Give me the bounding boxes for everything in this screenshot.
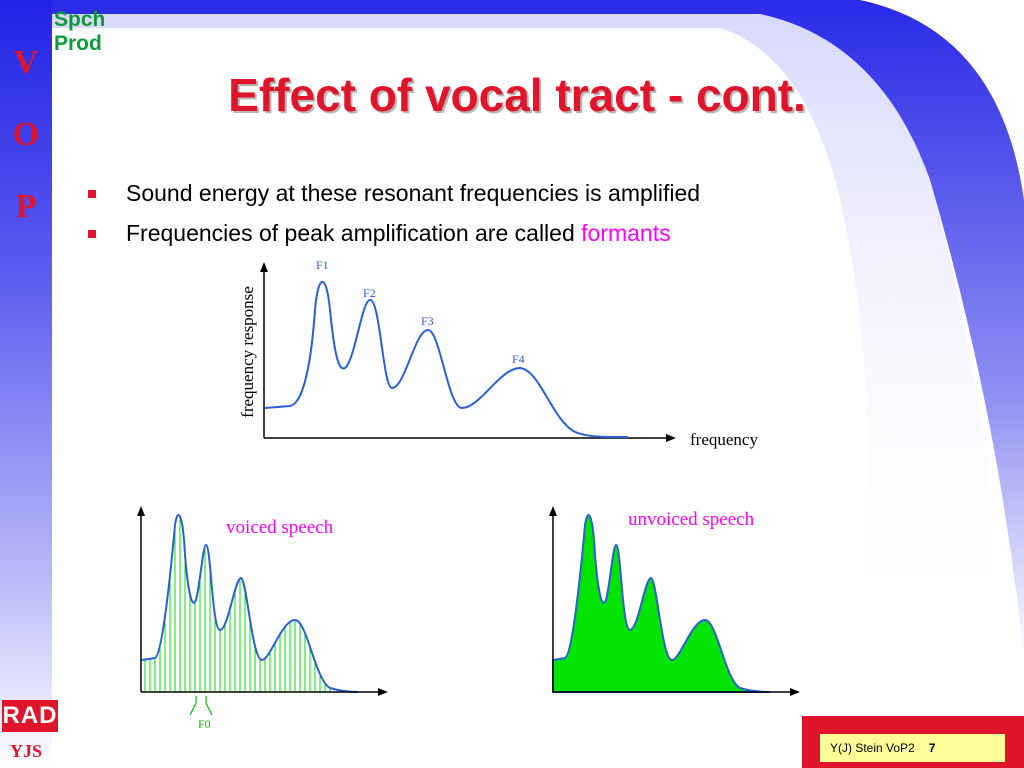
corner-label: Spch Prod [54, 8, 105, 56]
y-axis-arrow-icon [260, 262, 268, 272]
rad-logo: RAD [2, 700, 58, 732]
bullet-list: Sound energy at these resonant frequenci… [88, 178, 700, 258]
voiced-speech-label: voiced speech [226, 517, 334, 538]
footer-label: Y(J) Stein VoP2 7 [820, 734, 1005, 762]
author-initials: YJS [10, 741, 43, 761]
bullet-item: Sound energy at these resonant frequenci… [88, 178, 700, 208]
corner-label-line1: Spch [54, 8, 106, 31]
bullet-item: Frequencies of peak amplification are ca… [88, 218, 700, 248]
voiced-envelope-curve [141, 514, 359, 693]
side-letter-p: P [15, 188, 37, 225]
side-letter-o: O [12, 116, 40, 153]
side-letter-v: V [13, 44, 39, 81]
bullet-text: Sound energy at these resonant frequenci… [126, 180, 701, 206]
y-axis-arrow-icon [549, 506, 557, 516]
y-axis-arrow-icon [137, 506, 145, 516]
unvoiced-speech-label: unvoiced speech [628, 509, 755, 530]
bullet-square-icon [88, 190, 96, 198]
x-axis-label: frequency [690, 430, 758, 449]
bullet-square-icon [88, 230, 96, 238]
formant-response-curve [264, 280, 629, 439]
formants-highlight: formants [581, 220, 671, 246]
formant-label-f1: F1 [316, 258, 329, 272]
bullet-text: Frequencies of peak amplification are ca… [126, 220, 582, 246]
left-side-bar [0, 0, 52, 768]
x-axis-arrow-icon [378, 688, 388, 696]
footer-text: Y(J) Stein VoP2 [830, 741, 915, 755]
formant-label-f2: F2 [363, 286, 376, 300]
x-axis-arrow-icon [790, 688, 800, 696]
formant-label-f4: F4 [512, 352, 525, 366]
f0-label: F0 [198, 717, 211, 731]
page-number: 7 [928, 741, 936, 755]
x-axis-arrow-icon [666, 434, 676, 442]
y-axis-label: frequency response [238, 286, 257, 418]
formant-label-f3: F3 [421, 314, 434, 328]
f0-bracket-icon [189, 696, 213, 716]
harmonic-lines [144, 516, 331, 692]
corner-label-line2: Prod [54, 32, 102, 55]
slide-title: Effect of vocal tract - cont. [228, 69, 806, 121]
unvoiced-spectrum-fill [552, 514, 771, 693]
